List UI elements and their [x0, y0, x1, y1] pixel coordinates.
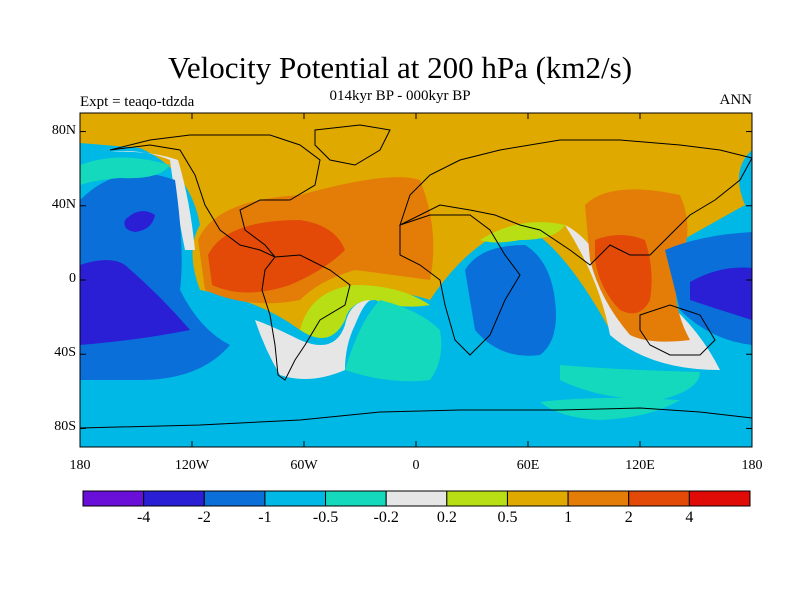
coast-australia [639, 304, 716, 356]
colorbar-swatch [567, 490, 630, 507]
colorbar-label: 1 [564, 509, 573, 526]
contour-gray-americas [110, 151, 195, 250]
coast-south-america [261, 254, 351, 381]
colorbar-label: 2 [624, 509, 633, 526]
colorbar-swatch [385, 490, 448, 507]
contour-small-darkblue [124, 211, 155, 232]
lat-label: 80S [54, 419, 76, 435]
lat-label: 40S [54, 345, 76, 361]
lon-label: 180 [741, 458, 763, 473]
colorbar-label: -0.2 [373, 509, 399, 526]
lon-label: 60W [290, 458, 318, 473]
colorbar-label: -4 [136, 509, 151, 526]
contour-pacific-darkblue [80, 260, 190, 345]
lat-label: 0 [69, 271, 76, 286]
colorbar [82, 490, 751, 507]
colorbar-label: 0.2 [436, 509, 457, 526]
coast-africa [399, 214, 521, 356]
lon-label: 120E [625, 458, 655, 473]
colorbar-swatch [628, 490, 690, 507]
colorbar-swatch [82, 490, 145, 507]
contour-teal-south-atlantic [345, 300, 442, 382]
contour-teal-south-indian [560, 365, 700, 400]
colorbar-swatch [143, 490, 205, 507]
colorbar-swatch [506, 490, 569, 507]
axis-ticks [79, 113, 753, 447]
colorbar-swatch [203, 490, 266, 507]
coast-antarctica [80, 407, 752, 429]
map-subtitle: 014kyr BP - 000kyr BP [329, 88, 471, 104]
colorbar-label: -0.5 [312, 509, 339, 526]
contour-west-pacific-darkblue [690, 267, 752, 320]
colorbar-label: -1 [258, 509, 272, 526]
coastlines [80, 124, 752, 429]
lon-label: 180 [69, 458, 91, 473]
contour-gray-south-america [255, 300, 372, 379]
lon-label: 60E [516, 458, 540, 473]
colorbar-swatch [446, 490, 508, 507]
colorbar-label: 0.5 [497, 509, 518, 526]
map-title: Velocity Potential at 200 hPa (km2/s) [167, 50, 633, 85]
contour-green-south-america [300, 285, 430, 338]
contour-green-arabia [480, 222, 565, 243]
contour-field [80, 113, 752, 447]
lon-label: 0 [412, 458, 420, 473]
contour-teal-north-pacific [80, 157, 170, 185]
colorbar-label: -2 [197, 509, 211, 526]
experiment-label: Expt = teaqo-tdzda [80, 94, 195, 110]
lon-label: 120W [174, 458, 210, 473]
coast-north-america [109, 134, 321, 258]
colorbar-label: 4 [685, 509, 694, 526]
colorbar-swatch [325, 490, 387, 507]
season-label: ANN [719, 92, 753, 108]
colorbar-swatch [688, 490, 751, 507]
lat-label: 40N [51, 196, 76, 212]
coast-greenland [314, 124, 391, 166]
coast-eurasia [399, 139, 752, 266]
colorbar-swatch [264, 490, 327, 507]
contour-indian-blue [465, 245, 556, 356]
contour-americas-red [208, 220, 345, 293]
lat-label: 80N [51, 122, 76, 138]
